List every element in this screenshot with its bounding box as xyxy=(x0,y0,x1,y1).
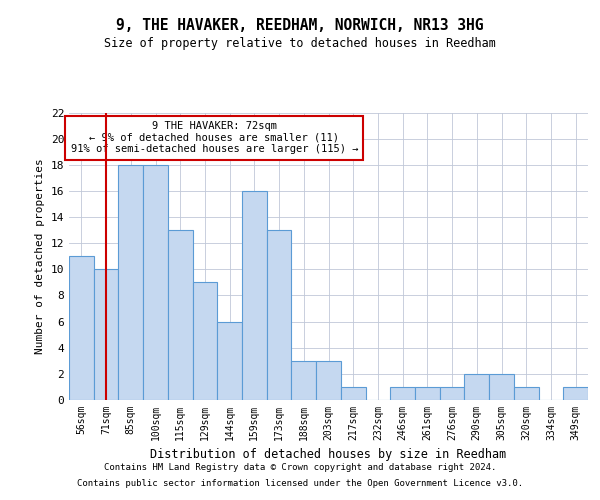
Bar xyxy=(464,374,489,400)
Bar xyxy=(118,165,143,400)
Bar xyxy=(168,230,193,400)
Bar xyxy=(267,230,292,400)
Bar xyxy=(217,322,242,400)
Bar xyxy=(316,361,341,400)
Bar xyxy=(143,165,168,400)
Bar xyxy=(440,387,464,400)
Bar xyxy=(193,282,217,400)
Bar xyxy=(242,191,267,400)
Text: Contains public sector information licensed under the Open Government Licence v3: Contains public sector information licen… xyxy=(77,478,523,488)
Text: 9 THE HAVAKER: 72sqm
← 9% of detached houses are smaller (11)
91% of semi-detach: 9 THE HAVAKER: 72sqm ← 9% of detached ho… xyxy=(71,121,358,154)
Y-axis label: Number of detached properties: Number of detached properties xyxy=(35,158,45,354)
X-axis label: Distribution of detached houses by size in Reedham: Distribution of detached houses by size … xyxy=(151,448,506,462)
Bar xyxy=(415,387,440,400)
Text: 9, THE HAVAKER, REEDHAM, NORWICH, NR13 3HG: 9, THE HAVAKER, REEDHAM, NORWICH, NR13 3… xyxy=(116,18,484,32)
Bar xyxy=(563,387,588,400)
Bar xyxy=(341,387,365,400)
Bar xyxy=(514,387,539,400)
Bar xyxy=(390,387,415,400)
Bar xyxy=(489,374,514,400)
Bar xyxy=(94,270,118,400)
Bar xyxy=(69,256,94,400)
Text: Contains HM Land Registry data © Crown copyright and database right 2024.: Contains HM Land Registry data © Crown c… xyxy=(104,464,496,472)
Bar xyxy=(292,361,316,400)
Text: Size of property relative to detached houses in Reedham: Size of property relative to detached ho… xyxy=(104,38,496,51)
